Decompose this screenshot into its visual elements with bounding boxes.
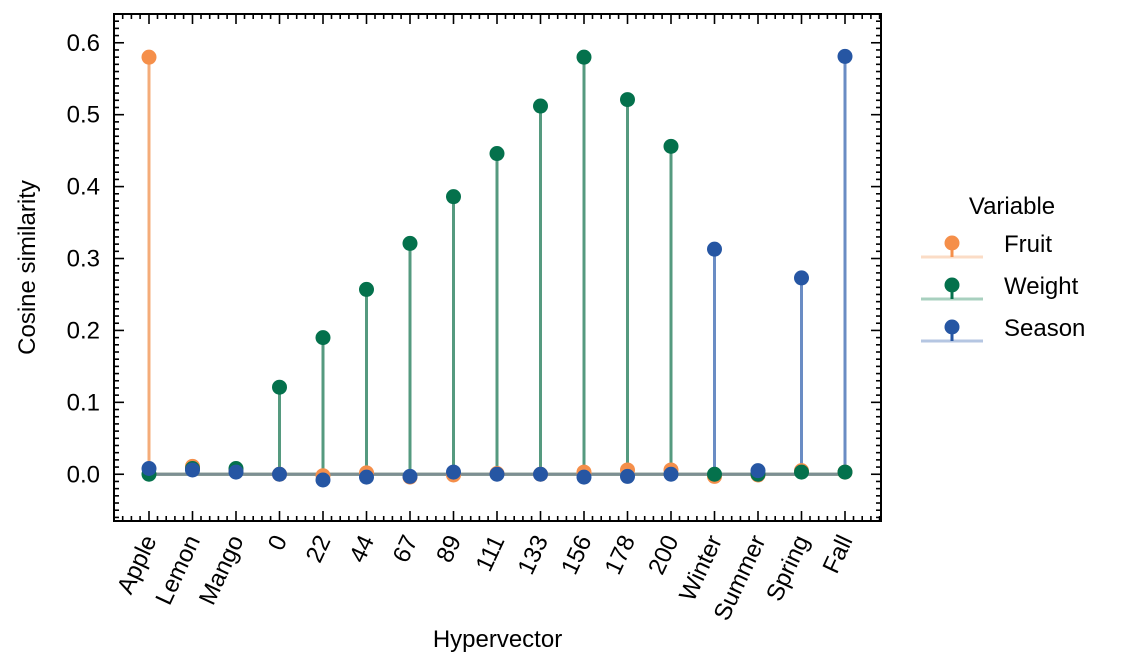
marker-weight-6 xyxy=(402,235,418,251)
legend-marker-season xyxy=(944,319,960,335)
marker-season-2 xyxy=(228,464,244,480)
marker-season-1 xyxy=(185,462,200,478)
marker-weight-7 xyxy=(446,189,461,205)
marker-season-0 xyxy=(141,461,157,477)
marker-season-5 xyxy=(359,469,374,485)
y-tick-label-5: 0.5 xyxy=(67,102,100,129)
y-tick-label-3: 0.3 xyxy=(67,246,100,273)
marker-weight-3 xyxy=(272,379,287,395)
x-tick-label-11: 178 xyxy=(600,531,641,579)
x-tick-label-4: 22 xyxy=(301,531,337,567)
y-tick-label-0: 0.0 xyxy=(67,461,100,488)
marker-season-7 xyxy=(446,464,461,480)
marker-weight-13 xyxy=(707,466,722,482)
marker-weight-12 xyxy=(663,138,679,154)
x-tick-label-9: 133 xyxy=(513,531,554,579)
y-tick-label-1: 0.1 xyxy=(67,389,100,416)
marker-season-8 xyxy=(489,466,505,482)
marker-season-9 xyxy=(533,466,548,482)
x-tick-label-10: 156 xyxy=(556,531,597,579)
x-tick-label-12: 200 xyxy=(643,531,684,579)
marker-weight-5 xyxy=(359,281,374,297)
marker-weight-10 xyxy=(576,49,592,65)
marker-weight-9 xyxy=(533,98,548,114)
marker-season-16 xyxy=(837,48,853,64)
marker-season-15 xyxy=(794,270,809,286)
x-tick-label-6: 67 xyxy=(388,531,424,567)
legend-marker-fruit xyxy=(944,235,960,251)
marker-weight-4 xyxy=(315,330,331,346)
y-tick-label-2: 0.2 xyxy=(67,317,100,344)
markers xyxy=(141,48,853,488)
legend: Variable Fruit Weight Season xyxy=(921,193,1085,343)
x-tick-label-7: 89 xyxy=(431,531,467,567)
marker-season-11 xyxy=(620,468,635,484)
x-tick-label-5: 44 xyxy=(344,531,380,567)
legend-label-fruit: Fruit xyxy=(1004,231,1052,258)
x-tick-label-8: 111 xyxy=(471,531,511,575)
marker-season-13 xyxy=(707,241,722,257)
x-tick-label-3: 0 xyxy=(263,531,293,555)
legend-title: Variable xyxy=(969,193,1055,220)
marker-season-3 xyxy=(272,466,287,482)
legend-label-weight: Weight xyxy=(1004,273,1079,300)
stem-lines xyxy=(147,56,847,481)
marker-weight-16 xyxy=(837,464,853,480)
marker-fruit-0 xyxy=(141,49,157,65)
marker-weight-8 xyxy=(489,146,505,162)
marker-season-12 xyxy=(663,466,679,482)
x-axis-label: Hypervector xyxy=(433,626,562,653)
x-tick-label-16: Fall xyxy=(818,531,859,577)
y-tick-labels: 0.0 0.1 0.2 0.3 0.4 0.5 0.6 xyxy=(67,30,100,488)
marker-weight-15 xyxy=(794,464,809,480)
marker-season-4 xyxy=(315,472,331,488)
y-tick-label-4: 0.4 xyxy=(67,174,100,201)
marker-season-14 xyxy=(750,463,766,479)
axis-ticks xyxy=(114,13,881,521)
legend-label-season: Season xyxy=(1004,315,1085,342)
marker-season-10 xyxy=(576,469,592,485)
y-tick-label-6: 0.6 xyxy=(67,30,100,57)
legend-marker-weight xyxy=(944,277,960,293)
y-axis-label: Cosine similarity xyxy=(14,180,41,355)
marker-weight-11 xyxy=(620,92,635,108)
marker-season-6 xyxy=(402,468,418,484)
